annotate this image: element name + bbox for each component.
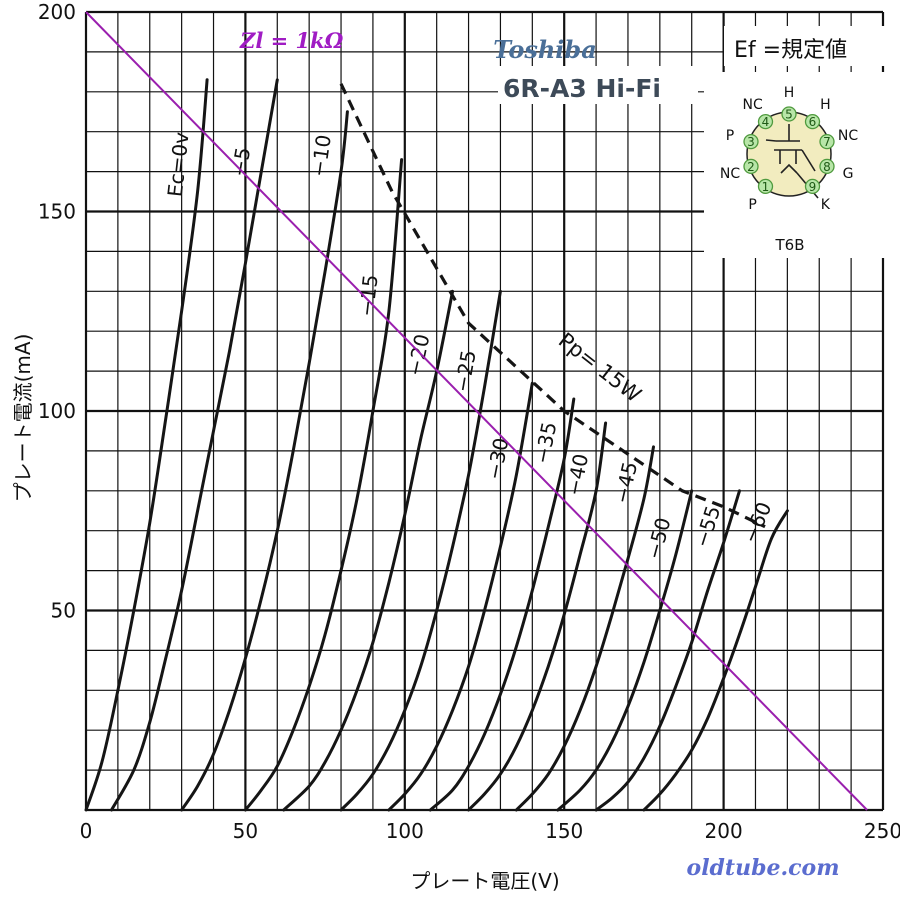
watermark: oldtube.com <box>687 855 840 881</box>
pin-number: 1 <box>762 180 770 194</box>
pin-circle <box>743 133 759 150</box>
tube-symbol-icon <box>765 124 819 199</box>
plate-curve <box>387 381 534 812</box>
pin-name: NC <box>742 97 762 113</box>
pin-circle <box>781 106 797 122</box>
label-layer: Toshiba 6R-A3 Hi-Fi Ef =規定値 Zl = 1kΩ Pp=… <box>239 26 888 407</box>
curves-layer: Ec=0v −5 −10−15−20 −25−30 −35−40 −45−50 −55 −60 <box>84 11 868 812</box>
y-tick-label: 150 <box>38 200 76 224</box>
dissipation-curve <box>339 83 766 529</box>
x-axis-title: プレート電圧(V) <box>410 869 559 893</box>
pin-number: 3 <box>747 135 755 149</box>
pin-name: P <box>748 197 756 213</box>
plate-curve <box>110 78 279 812</box>
x-tick-label: 250 <box>864 819 900 843</box>
x-tick-label: 0 <box>80 819 93 843</box>
curve-label: −10 <box>306 133 336 178</box>
pin-number: 5 <box>785 108 793 122</box>
pin-number: 9 <box>809 180 817 194</box>
brand-logo: Toshiba <box>493 35 597 64</box>
plate-curve <box>84 78 209 812</box>
plate-curve <box>339 289 502 812</box>
x-tick-label: 150 <box>545 819 583 843</box>
x-tick-label: 100 <box>386 819 424 843</box>
y-tick-label: 50 <box>51 599 76 623</box>
pin-circle <box>819 158 835 175</box>
pin-name: NC <box>720 166 740 182</box>
plate-curve <box>243 158 404 812</box>
pin-number: 6 <box>809 115 817 129</box>
heater-note: Ef =規定値 <box>734 38 847 63</box>
pin-circle <box>757 113 774 130</box>
pin-name: NC <box>838 128 858 144</box>
plate-curve <box>282 289 455 812</box>
pin-name: G <box>843 166 854 182</box>
y-axis-title: プレート電流(mA) <box>11 334 35 503</box>
pin-name: H <box>820 97 831 113</box>
y-tick-label: 100 <box>38 399 76 423</box>
plate-curve <box>514 445 655 812</box>
plate-curve <box>642 509 789 812</box>
axis-layer: プレート電圧(V) プレート電流(mA) 0 50 100 150 200 250 50 10… <box>11 0 900 893</box>
pin-name: H <box>784 85 795 101</box>
base-name: T6B <box>775 236 805 254</box>
pin-name: K <box>821 197 831 213</box>
pin-name: P <box>726 128 734 144</box>
pin-circle <box>819 133 835 150</box>
load-line-label: Zl = 1kΩ <box>239 28 344 53</box>
load-line <box>85 11 868 811</box>
plate-curve <box>467 421 608 812</box>
pin-number: 7 <box>823 135 831 149</box>
plate-curve <box>428 397 576 812</box>
pin-circle <box>804 178 821 195</box>
plate-curve <box>180 110 349 812</box>
pin-number: 8 <box>823 160 831 174</box>
pin-number: 2 <box>747 160 755 174</box>
pin-circle <box>804 113 821 130</box>
plate-curve <box>594 489 741 812</box>
x-tick-label: 50 <box>233 819 258 843</box>
curve-label: −5 <box>227 145 256 178</box>
pin-number: 4 <box>762 115 770 129</box>
pin-circle <box>757 178 774 195</box>
x-tick-label: 200 <box>705 819 743 843</box>
y-tick-label: 200 <box>38 0 76 24</box>
chart-title: 6R-A3 Hi-Fi <box>503 74 661 103</box>
plate-curve <box>556 489 694 812</box>
pin-circle <box>743 158 759 175</box>
